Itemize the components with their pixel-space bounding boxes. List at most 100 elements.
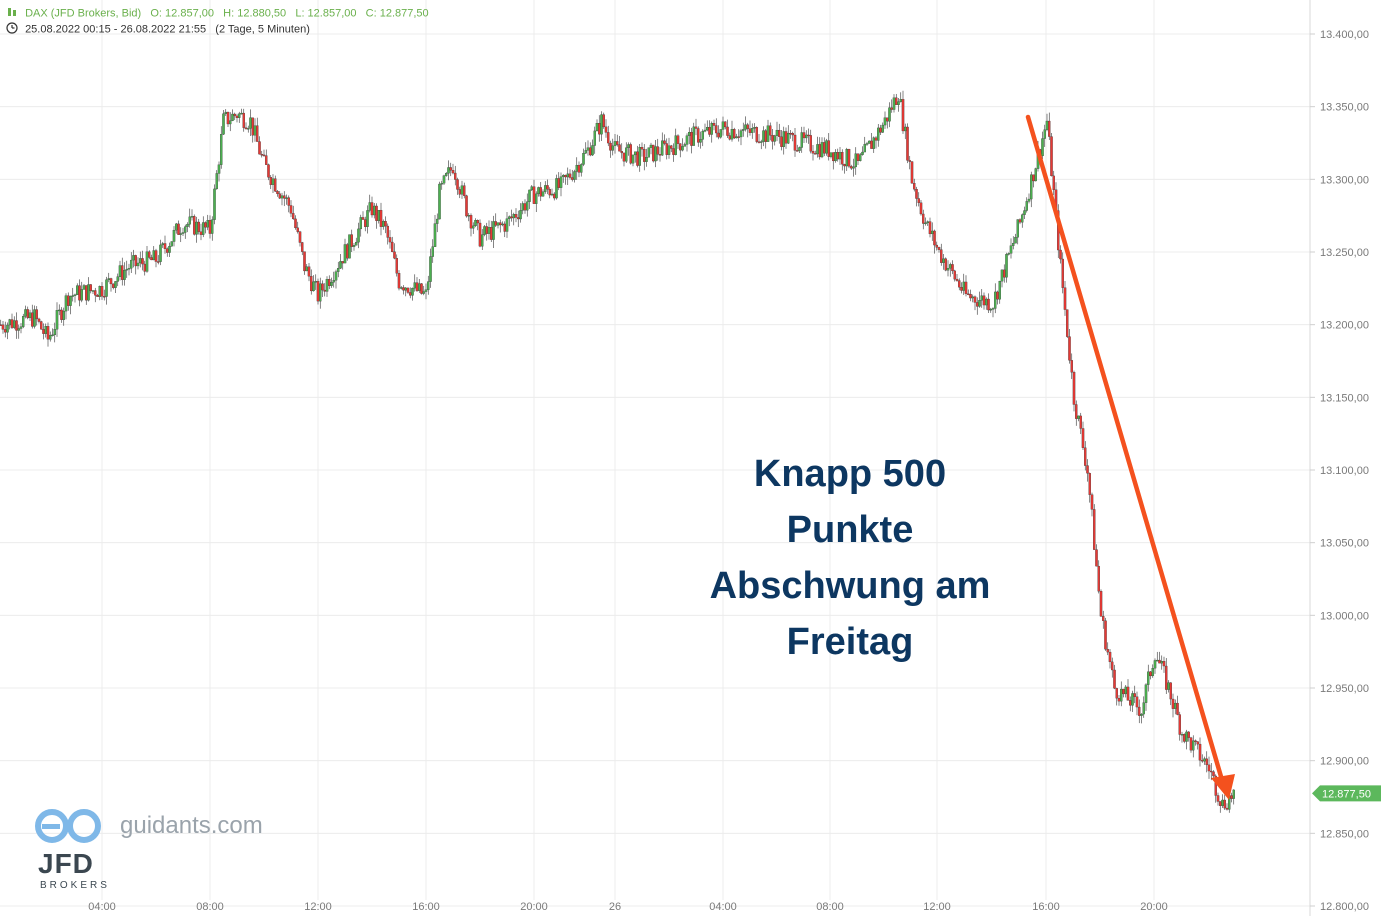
candle-body xyxy=(1072,372,1076,405)
candle-body xyxy=(1115,688,1119,699)
candle-body xyxy=(501,223,504,226)
candle-body xyxy=(453,172,457,180)
candle-body xyxy=(1081,428,1085,448)
candle-body xyxy=(60,309,63,320)
candle-body xyxy=(138,258,142,264)
candle-body xyxy=(1185,731,1188,742)
candle-body xyxy=(852,166,855,169)
candle-body xyxy=(528,189,531,202)
candle-body xyxy=(19,326,23,329)
candle-body xyxy=(204,222,207,228)
candle-body xyxy=(976,302,979,307)
candle-body xyxy=(886,117,889,122)
candle-body xyxy=(573,171,576,180)
candle-body xyxy=(735,136,738,139)
candle-body xyxy=(363,219,367,227)
candle-body xyxy=(480,234,484,247)
candle-body xyxy=(71,295,75,297)
candle-body xyxy=(802,132,806,139)
candle-body xyxy=(987,298,990,311)
candle-body xyxy=(1138,706,1141,716)
candle-body xyxy=(233,113,236,117)
candle-body xyxy=(24,309,27,317)
candle-body xyxy=(280,195,284,199)
candle-body xyxy=(897,101,900,105)
candle-body xyxy=(555,178,558,199)
candle-body xyxy=(112,283,115,288)
candle-body xyxy=(132,255,135,261)
candle-body xyxy=(465,195,468,217)
candle-body xyxy=(942,258,945,263)
candle-body xyxy=(312,281,315,292)
candle-body xyxy=(679,143,682,151)
candle-body xyxy=(658,154,662,156)
candle-body xyxy=(1140,713,1143,716)
candle-body xyxy=(762,130,765,142)
candle-body xyxy=(834,152,837,162)
y-tick-label: 13.050,00 xyxy=(1320,538,1369,550)
candle-body xyxy=(197,221,200,232)
candle-body xyxy=(1009,245,1013,254)
candle-body xyxy=(816,144,819,155)
candle-body xyxy=(512,214,516,219)
candle-body xyxy=(339,261,342,269)
candle-body xyxy=(746,124,750,129)
candle-body xyxy=(1090,494,1094,510)
candle-body xyxy=(739,130,743,138)
instrument-name: DAX (JFD Brokers, Bid) xyxy=(25,7,142,20)
candle-body xyxy=(156,261,160,263)
candle-body xyxy=(494,221,497,226)
candle-body xyxy=(595,123,599,132)
candle-body xyxy=(796,150,799,152)
candle-body xyxy=(602,114,606,128)
candle-body xyxy=(1189,737,1193,751)
candle-body xyxy=(240,112,243,115)
candle-body xyxy=(699,139,702,143)
candle-body xyxy=(571,177,574,180)
candle-body xyxy=(1111,661,1114,671)
candle-body xyxy=(899,99,903,102)
candle-body xyxy=(1108,651,1112,663)
candle-body xyxy=(931,230,934,235)
candle-body xyxy=(935,244,939,248)
candle-body xyxy=(870,140,873,149)
candle-body xyxy=(1012,242,1015,246)
y-tick-label: 13.250,00 xyxy=(1320,247,1369,259)
y-tick-label: 13.150,00 xyxy=(1320,392,1369,404)
candle-body xyxy=(526,201,529,211)
candle-body xyxy=(354,241,358,246)
candle-body xyxy=(881,124,885,133)
candle-body xyxy=(492,221,495,240)
candle-body xyxy=(1,324,5,330)
candle-body xyxy=(44,326,48,334)
candle-body xyxy=(141,258,144,265)
candle-body xyxy=(458,189,461,195)
candle-body xyxy=(1106,648,1110,653)
candle-body xyxy=(733,129,736,139)
candle-body xyxy=(568,173,572,178)
candle-body xyxy=(127,268,131,270)
candle-body xyxy=(1102,616,1105,621)
candle-body xyxy=(863,144,867,153)
candle-body xyxy=(811,150,815,154)
candle-body xyxy=(865,143,869,145)
candle-body xyxy=(980,295,984,301)
candle-body xyxy=(717,132,720,138)
candle-body xyxy=(201,222,205,235)
candle-body xyxy=(622,152,626,162)
candle-body xyxy=(413,282,416,289)
candle-body xyxy=(433,223,437,247)
candle-body xyxy=(649,144,653,148)
candle-body xyxy=(87,284,90,301)
candle-body xyxy=(1045,120,1049,130)
candle-body xyxy=(685,135,689,145)
candle-body xyxy=(838,152,842,160)
candle-body xyxy=(631,154,635,164)
candle-body xyxy=(426,281,430,290)
candle-body xyxy=(1126,686,1130,701)
candle-body xyxy=(769,125,772,136)
candle-body xyxy=(798,147,801,151)
candle-body xyxy=(1084,447,1087,466)
candle-body xyxy=(960,287,963,291)
high-value: H: 12.880,50 xyxy=(223,7,287,20)
